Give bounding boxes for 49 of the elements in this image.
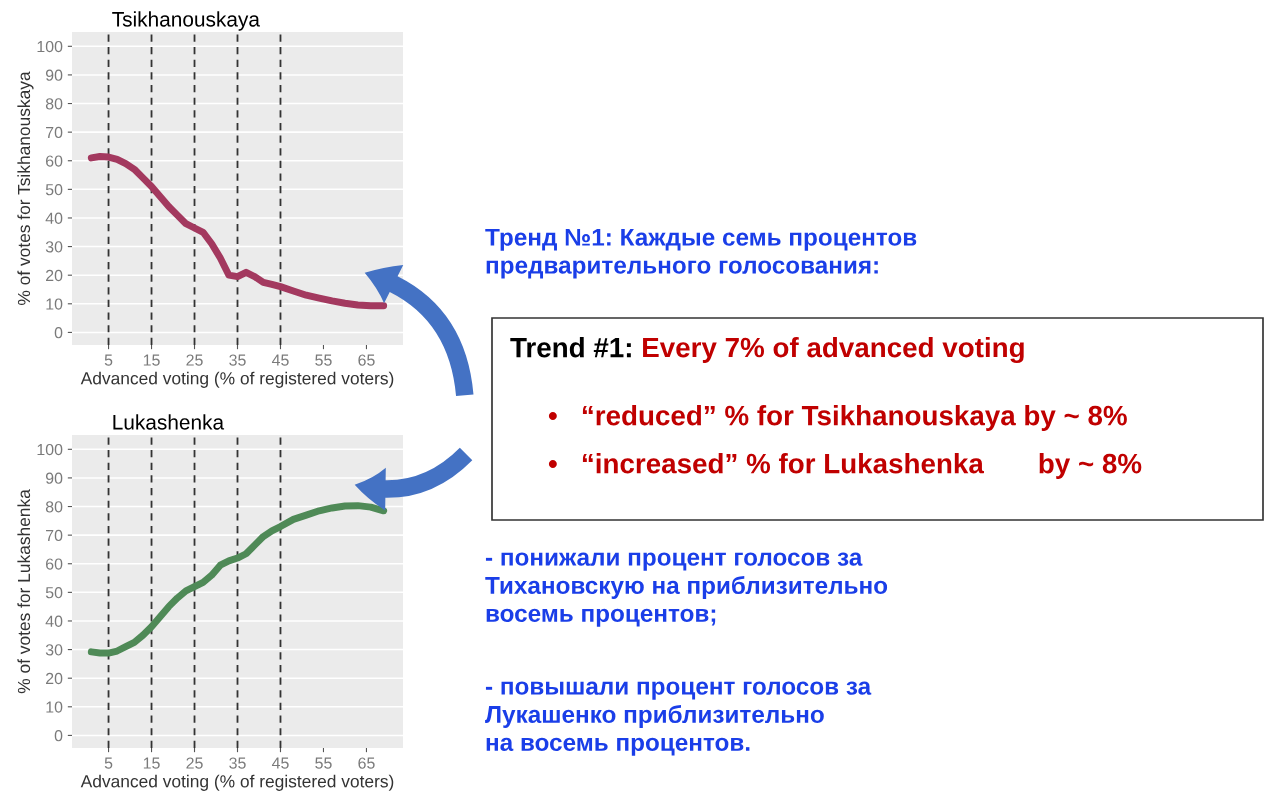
y-tick-label: 90 xyxy=(45,69,63,81)
x-tick-label: 55 xyxy=(315,354,332,366)
y-tick-label: 60 xyxy=(46,558,63,570)
y-tick-label: 20 xyxy=(46,269,63,282)
x-tick-label: 45 xyxy=(271,354,289,366)
x-tick-label: 5 xyxy=(104,354,113,366)
y-tick-label: 30 xyxy=(45,644,63,656)
text: - повышали процент голосов за Лукашенко приблизительно на восемь процентов. xyxy=(485,681,872,756)
y-tick-label: 50 xyxy=(45,183,63,196)
y-axis-title: % of votes for Tsikhanouskaya xyxy=(17,71,34,305)
y-tick-label: 10 xyxy=(46,298,63,310)
y-tick-label: 100 xyxy=(37,40,63,53)
x-tick-label: 45 xyxy=(271,757,289,769)
y-tick-label: 70 xyxy=(46,126,63,139)
chart-title: Tsikhanouskaya xyxy=(112,11,260,31)
y-tick-label: 50 xyxy=(45,586,63,599)
y-tick-label: 0 xyxy=(54,730,63,742)
y-tick-label: 40 xyxy=(45,615,63,627)
x-tick-label: 35 xyxy=(229,757,246,769)
y-tick-label: 70 xyxy=(46,529,63,542)
x-axis-title: Advanced voting (% of registered voters) xyxy=(80,371,394,388)
y-tick-label: 90 xyxy=(45,472,63,484)
text: Тренд №1: Каждые семь процентов предварительного голосования: xyxy=(485,228,917,279)
x-tick-label: 65 xyxy=(358,757,375,769)
y-tick-label: 30 xyxy=(45,241,63,253)
x-tick-label: 55 xyxy=(315,757,332,769)
y-tick-label: 10 xyxy=(46,701,63,713)
text: • “increased” % for Lukashenka by ~ 8% xyxy=(548,453,1142,479)
y-tick-label: 40 xyxy=(45,212,63,224)
text: • “reduced” % for Tsikhanouskaya by ~ 8% xyxy=(548,405,1127,431)
y-tick-label: 20 xyxy=(46,672,63,685)
x-tick-label: 5 xyxy=(104,757,113,769)
y-axis-title: % of votes for Lukashenka xyxy=(17,489,31,694)
y-tick-label: 0 xyxy=(54,327,63,339)
text: Every 7% of advanced voting xyxy=(643,336,1024,364)
y-tick-label: 100 xyxy=(37,443,63,456)
x-tick-label: 35 xyxy=(229,354,246,366)
chart-title: Lukashenka xyxy=(113,414,225,430)
x-tick-label: 65 xyxy=(358,354,375,366)
text: - понижали процент голосов за Тихановскую на приблизительно восемь процентов; xyxy=(485,552,888,627)
text: Trend #1: xyxy=(510,337,631,358)
y-tick-label: 60 xyxy=(46,155,63,167)
x-axis-title: Advanced voting (% of registered voters) xyxy=(80,774,394,791)
x-tick-label: 15 xyxy=(143,354,160,366)
x-tick-label: 15 xyxy=(143,757,160,769)
x-tick-label: 25 xyxy=(186,354,203,366)
y-tick-label: 80 xyxy=(45,501,63,513)
x-tick-label: 25 xyxy=(186,757,203,769)
y-tick-label: 80 xyxy=(45,98,63,110)
